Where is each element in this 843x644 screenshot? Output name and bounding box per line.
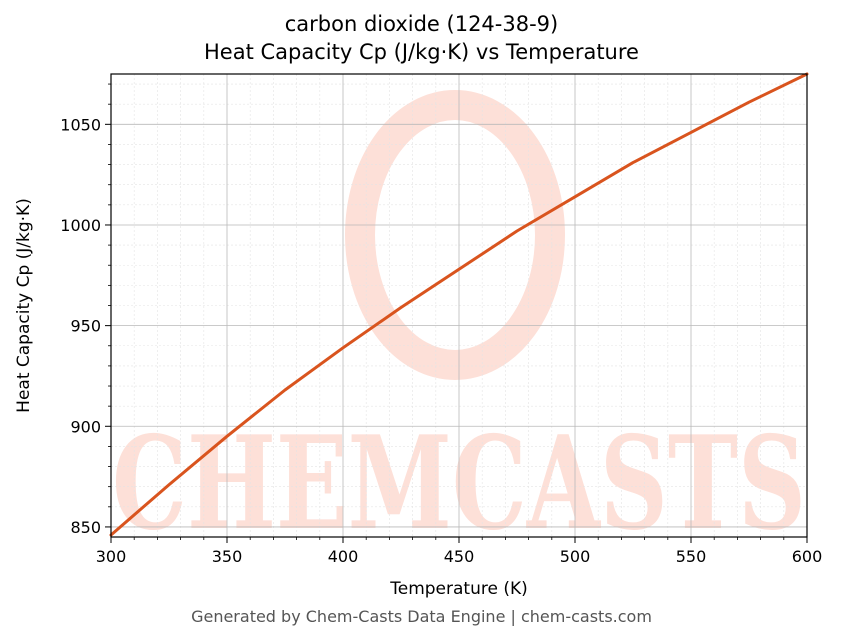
chart-subtitle: Heat Capacity Cp (J/kg·K) vs Temperature: [204, 40, 639, 64]
x-tick-label: 500: [560, 547, 591, 566]
watermark-swirl: [345, 90, 565, 380]
series-line: [109, 72, 809, 537]
series-layer: [109, 72, 809, 537]
y-axis: 850 900 950 1000 1050: [60, 83, 111, 537]
footer-credit: Generated by Chem-Casts Data Engine | ch…: [191, 607, 652, 626]
y-tick-label: 850: [70, 518, 101, 537]
y-tick-label: 1050: [60, 115, 101, 134]
chart-title: carbon dioxide (124-38-9): [284, 12, 559, 36]
x-tick-label: 450: [444, 547, 475, 566]
x-tick-label: 600: [792, 547, 823, 566]
x-tick-label: 550: [676, 547, 707, 566]
y-tick-label: 1000: [60, 216, 101, 235]
y-axis-label: Heat Capacity Cp (J/kg·K): [14, 198, 34, 413]
y-tick-label: 950: [70, 317, 101, 336]
y-tick-label: 900: [70, 417, 101, 436]
x-axis-label: Temperature (K): [389, 579, 528, 599]
x-tick-label: 300: [96, 547, 127, 566]
x-axis: 300 350 400 450 500 550 600: [96, 537, 823, 566]
x-tick-label: 350: [212, 547, 243, 566]
x-tick-label: 400: [328, 547, 359, 566]
